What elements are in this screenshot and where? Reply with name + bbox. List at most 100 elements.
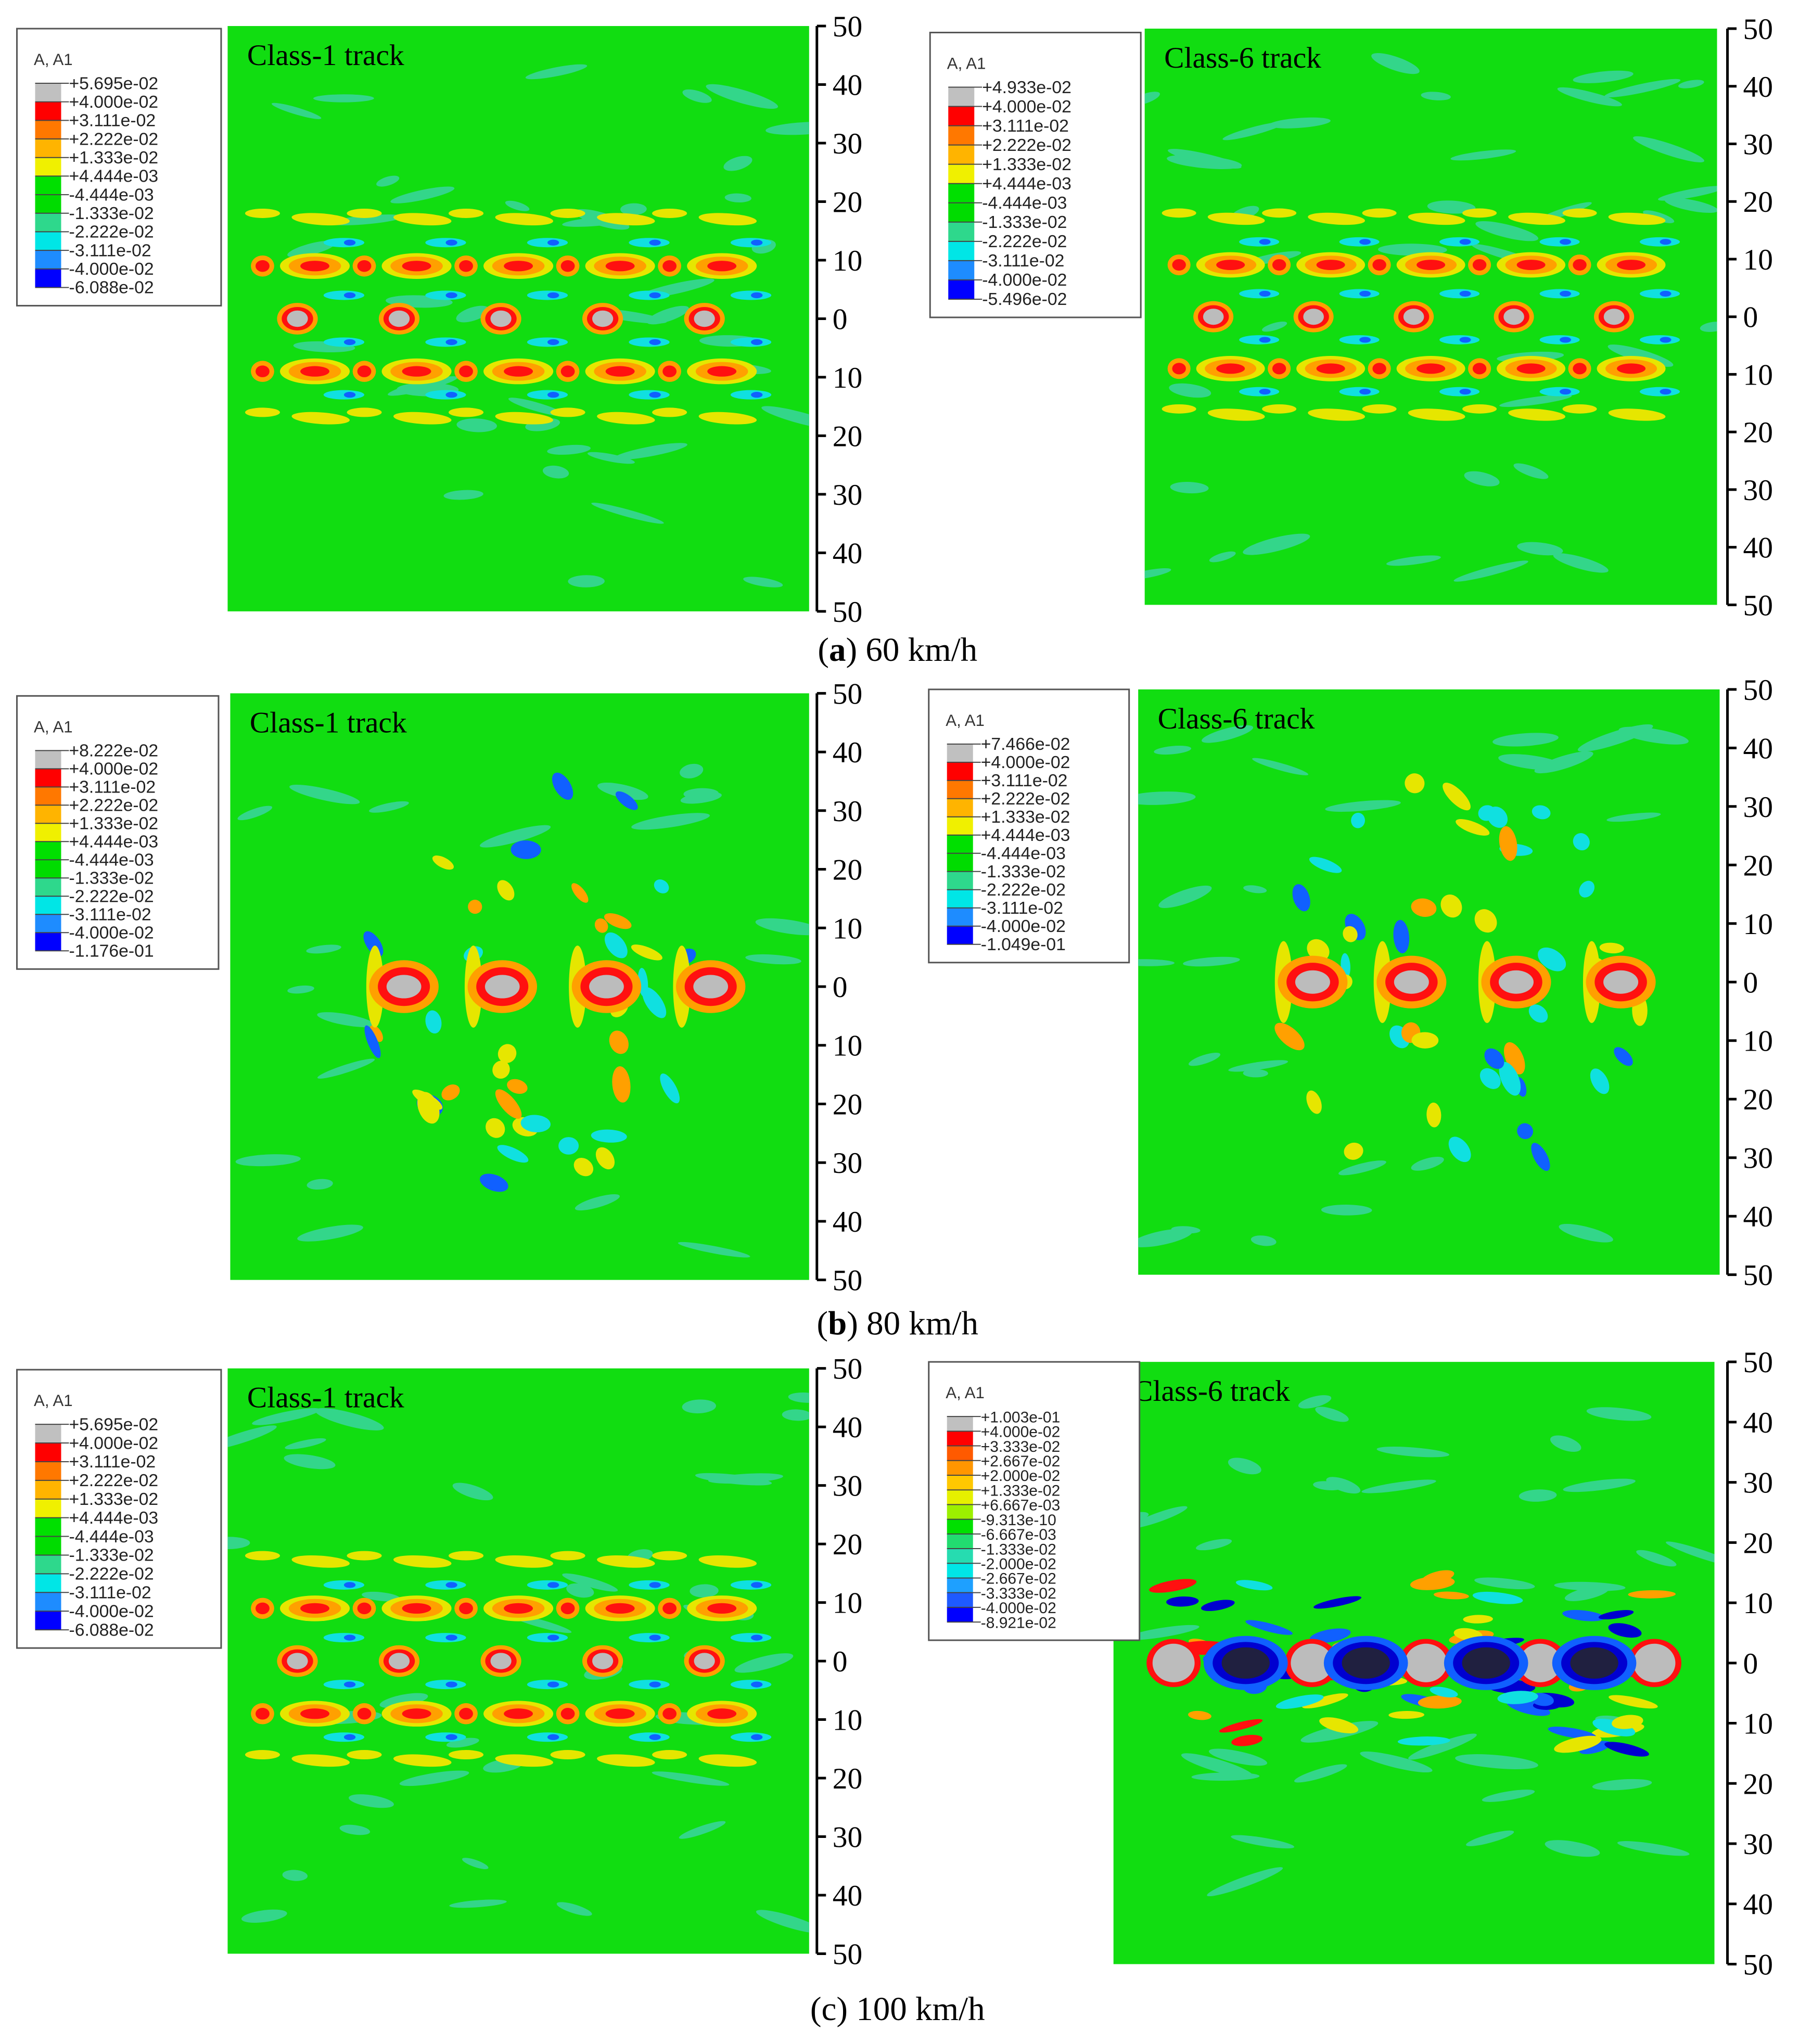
tick-label: 30 [833,1470,862,1503]
contour-region [605,261,635,272]
contour-region [1573,259,1587,271]
contour-region [297,1224,363,1242]
contour-region [323,1732,365,1742]
legend-label: -3.333e-02 [981,1585,1056,1602]
contour-region [1338,1160,1386,1176]
contour-region [1439,335,1480,344]
legend-swatch [947,1534,973,1549]
legend-label: +3.111e-02 [69,1452,156,1472]
legend-swatch [948,183,975,203]
contour-region [1608,212,1666,225]
contour-region [605,1603,635,1614]
caption-part: ( [818,631,829,669]
contour-region [1450,149,1516,161]
legend-swatch [35,195,61,213]
contour-layer [227,1392,809,1934]
caption: (b) 80 km/h [817,1305,979,1343]
legend-swatch [948,260,975,280]
legend-swatch [35,250,61,269]
legend-swatch [948,222,975,241]
contour-region [730,1580,772,1590]
contour-region [604,913,632,929]
legend-label: -5.496e-02 [982,289,1067,309]
contour-region [1410,1576,1455,1590]
legend-swatch [35,120,61,139]
legend-swatch [947,1519,973,1534]
contour-region [547,239,559,246]
contour-region [362,1591,401,1602]
contour-region [1231,1835,1295,1849]
contour-region [456,418,497,432]
contour-region [289,785,360,804]
legend-swatch [35,232,61,251]
legend-label: -2.222e-02 [69,222,154,242]
contour-region [343,1734,356,1740]
contour-region [1394,970,1429,994]
contour-region [751,292,763,299]
contour-region [445,392,457,398]
contour-region [690,1584,719,1598]
legend-swatch [947,1475,973,1490]
contour-region [1482,1790,1535,1802]
contour-region [1207,212,1265,225]
contour-region [227,1537,250,1550]
contour-region [317,1058,375,1079]
contour-region [1532,805,1551,820]
contour-region [683,788,719,799]
contour-region [402,1603,431,1614]
legend-label: -4.000e-02 [69,1601,154,1621]
contour-region [1586,1407,1652,1421]
contour-region [504,1708,533,1719]
contour-region [707,1603,737,1614]
tick-label: 40 [1743,732,1773,765]
tick-label: 30 [833,1821,862,1854]
contour-region [1554,1735,1602,1753]
legend-label: +3.111e-02 [982,116,1069,136]
contour-layer [235,763,809,1258]
contour-region [339,1824,371,1835]
contour-region [497,1044,517,1063]
legend-title: A, A1 [34,718,73,736]
contour-region [1162,404,1196,414]
legend-label: -4.000e-02 [981,1600,1056,1617]
legend-swatch [947,889,973,908]
legend-swatch [35,1499,61,1518]
legend-label: -1.176e-01 [69,941,154,961]
contour-region [745,954,801,965]
contour-region [1633,1643,1676,1682]
contour-region [629,1633,670,1643]
contour-region [323,238,365,248]
contour-region [1548,1727,1597,1739]
legend-label: -2.667e-02 [981,1570,1056,1588]
contour-region [1388,1711,1425,1719]
contour-region [1463,1615,1493,1624]
contour-region [1660,337,1672,343]
contour-region [587,452,635,464]
legend-swatch [35,1536,61,1555]
contour-region [527,238,568,248]
contour-region [1172,363,1186,375]
legend-label: -2.222e-02 [981,880,1066,900]
contour-region [343,1582,356,1588]
contour-region [425,238,466,248]
contour-region [550,208,585,218]
contour-region [1499,394,1572,407]
contour-region [323,1580,365,1590]
contour-region [1579,880,1595,898]
legend-swatch [947,780,973,799]
contour-region [1417,363,1446,374]
contour-region [730,238,772,248]
contour-region [237,806,273,821]
contour-region [1666,1541,1715,1567]
contour-region [562,1573,618,1592]
contour-region [343,292,356,299]
contour-region [449,407,484,417]
contour-region [300,261,329,272]
contour-region [1590,1068,1610,1094]
contour-region [462,1858,489,1869]
legend-swatch [35,269,61,288]
tick-label: 0 [1743,301,1758,334]
contour-region [402,366,431,377]
legend-label: -4.000e-02 [981,916,1066,936]
tick-label: 30 [833,795,862,828]
